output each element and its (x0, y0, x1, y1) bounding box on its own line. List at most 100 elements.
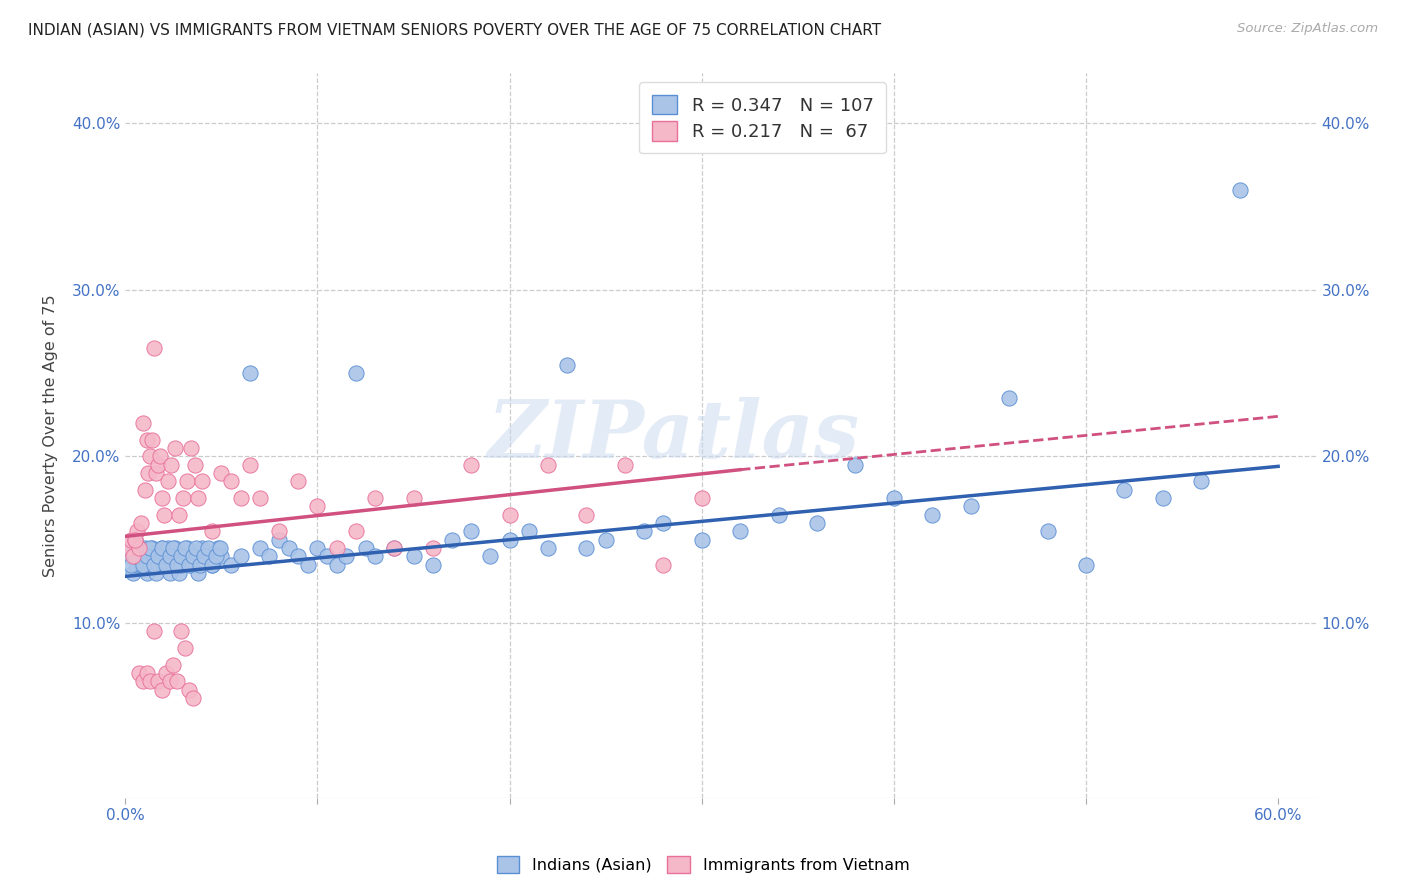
Point (139, 674, 162, 689)
Point (143, 549, 166, 564)
Point (239, 458, 262, 472)
Point (155, 558, 177, 572)
Point (382, 541, 405, 555)
Point (249, 541, 271, 555)
Point (325, 541, 347, 555)
Point (156, 475, 179, 489)
Point (287, 475, 309, 489)
Point (120, 558, 142, 572)
Point (197, 541, 219, 555)
Point (1152, 491, 1174, 505)
Point (1229, 183, 1251, 197)
Point (177, 558, 200, 572)
Point (118, 541, 141, 555)
Point (249, 491, 271, 505)
Point (344, 366, 367, 380)
Point (180, 558, 202, 572)
Point (166, 558, 188, 572)
Point (155, 549, 177, 564)
Point (124, 533, 146, 547)
Point (145, 566, 167, 580)
Point (124, 533, 146, 547)
Point (460, 458, 482, 472)
Point (690, 491, 713, 505)
Point (690, 533, 713, 547)
Point (595, 533, 617, 547)
Point (613, 458, 636, 472)
Point (364, 549, 387, 564)
Point (120, 541, 142, 555)
Point (517, 524, 540, 539)
Point (195, 549, 218, 564)
Point (149, 549, 172, 564)
Point (1114, 483, 1136, 497)
Point (143, 341, 166, 355)
Point (422, 558, 444, 572)
Point (181, 691, 204, 706)
Point (267, 533, 290, 547)
Point (141, 541, 163, 555)
Point (335, 549, 357, 564)
Point (162, 558, 184, 572)
Point (128, 666, 150, 681)
Point (146, 549, 169, 564)
Point (165, 441, 187, 455)
Point (422, 541, 444, 555)
Point (768, 508, 790, 522)
Point (118, 549, 141, 564)
Point (122, 566, 145, 580)
Point (460, 524, 482, 539)
Point (575, 541, 598, 555)
Point (125, 558, 148, 572)
Y-axis label: Seniors Poverty Over the Age of 75: Seniors Poverty Over the Age of 75 (44, 294, 58, 577)
Point (208, 541, 231, 555)
Point (131, 558, 153, 572)
Point (149, 450, 172, 464)
Point (128, 541, 150, 555)
Point (498, 533, 520, 547)
Point (131, 549, 153, 564)
Point (959, 500, 981, 514)
Point (201, 558, 224, 572)
Text: ZIPatlas: ZIPatlas (488, 397, 859, 475)
Point (125, 524, 148, 539)
Point (382, 541, 405, 555)
Point (145, 466, 167, 480)
Point (143, 558, 166, 572)
Point (131, 674, 153, 689)
Point (201, 558, 224, 572)
Point (124, 549, 146, 564)
Point (188, 558, 211, 572)
Point (555, 358, 578, 372)
Point (307, 500, 329, 514)
Point (575, 508, 598, 522)
Point (172, 491, 194, 505)
Point (135, 549, 157, 564)
Point (921, 508, 943, 522)
Point (159, 549, 181, 564)
Point (219, 475, 242, 489)
Point (139, 558, 162, 572)
Point (167, 508, 190, 522)
Point (325, 558, 347, 572)
Point (187, 566, 209, 580)
Point (156, 541, 179, 555)
Point (479, 549, 502, 564)
Point (134, 483, 156, 497)
Point (160, 549, 183, 564)
Point (162, 541, 184, 555)
Point (537, 458, 560, 472)
Point (135, 666, 157, 681)
Point (364, 491, 387, 505)
Legend: R = 0.347   N = 107, R = 0.217   N =  67: R = 0.347 N = 107, R = 0.217 N = 67 (640, 82, 886, 153)
Point (287, 549, 309, 564)
Point (150, 491, 173, 505)
Point (135, 566, 157, 580)
Point (150, 682, 173, 697)
Text: INDIAN (ASIAN) VS IMMIGRANTS FROM VIETNAM SENIORS POVERTY OVER THE AGE OF 75 COR: INDIAN (ASIAN) VS IMMIGRANTS FROM VIETNA… (28, 22, 882, 37)
Point (806, 516, 828, 530)
Point (498, 508, 520, 522)
Point (176, 541, 198, 555)
Point (209, 466, 232, 480)
Point (172, 549, 194, 564)
